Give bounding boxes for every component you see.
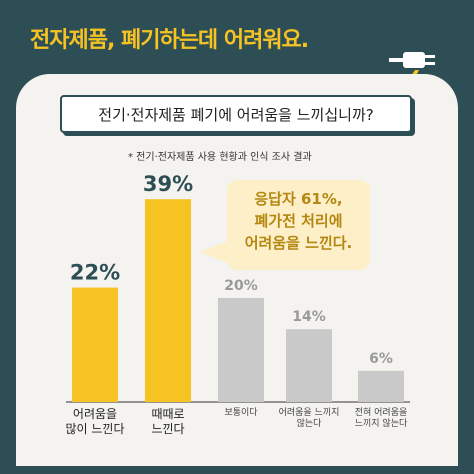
- category-label-3: 보통이다: [224, 407, 258, 418]
- bar-4: [286, 329, 332, 402]
- category-label-2: 때때로 느낀다: [151, 407, 184, 436]
- category-label-5: 전혀 어려움을 느끼지 않는다: [355, 407, 408, 429]
- source-note: * 전기·전자제품 사용 현황과 인식 조사 결과: [128, 152, 312, 163]
- bar-2: [145, 199, 191, 402]
- value-label-5: 6%: [369, 351, 393, 367]
- callout-text: 응답자 61%, 폐가전 처리에 어려움을 느낀다.: [244, 190, 353, 252]
- callout-tail: [200, 240, 230, 264]
- category-label-4: 어려움을 느끼지 않는다: [279, 407, 340, 429]
- survey-question: 전기·전자제품 폐기에 어려움을 느끼십니까?: [60, 95, 412, 133]
- headline: 전자제품, 폐기하는데 어려워요.: [30, 28, 309, 53]
- category-label-1: 어려움을 많이 느낀다: [65, 407, 124, 436]
- bar-5: [358, 370, 404, 402]
- value-label-4: 14%: [292, 309, 326, 325]
- callout-bubble: [227, 180, 370, 270]
- value-label-1: 22%: [70, 261, 120, 285]
- value-label-2: 39%: [143, 172, 193, 196]
- value-label-3: 20%: [224, 278, 258, 294]
- bar-1: [72, 287, 118, 402]
- bar-3: [218, 298, 264, 402]
